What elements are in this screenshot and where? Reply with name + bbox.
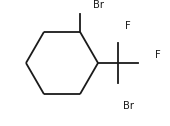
Text: F: F (155, 50, 161, 60)
Text: Br: Br (92, 0, 104, 10)
Text: F: F (125, 21, 131, 31)
Text: Br: Br (123, 101, 133, 111)
